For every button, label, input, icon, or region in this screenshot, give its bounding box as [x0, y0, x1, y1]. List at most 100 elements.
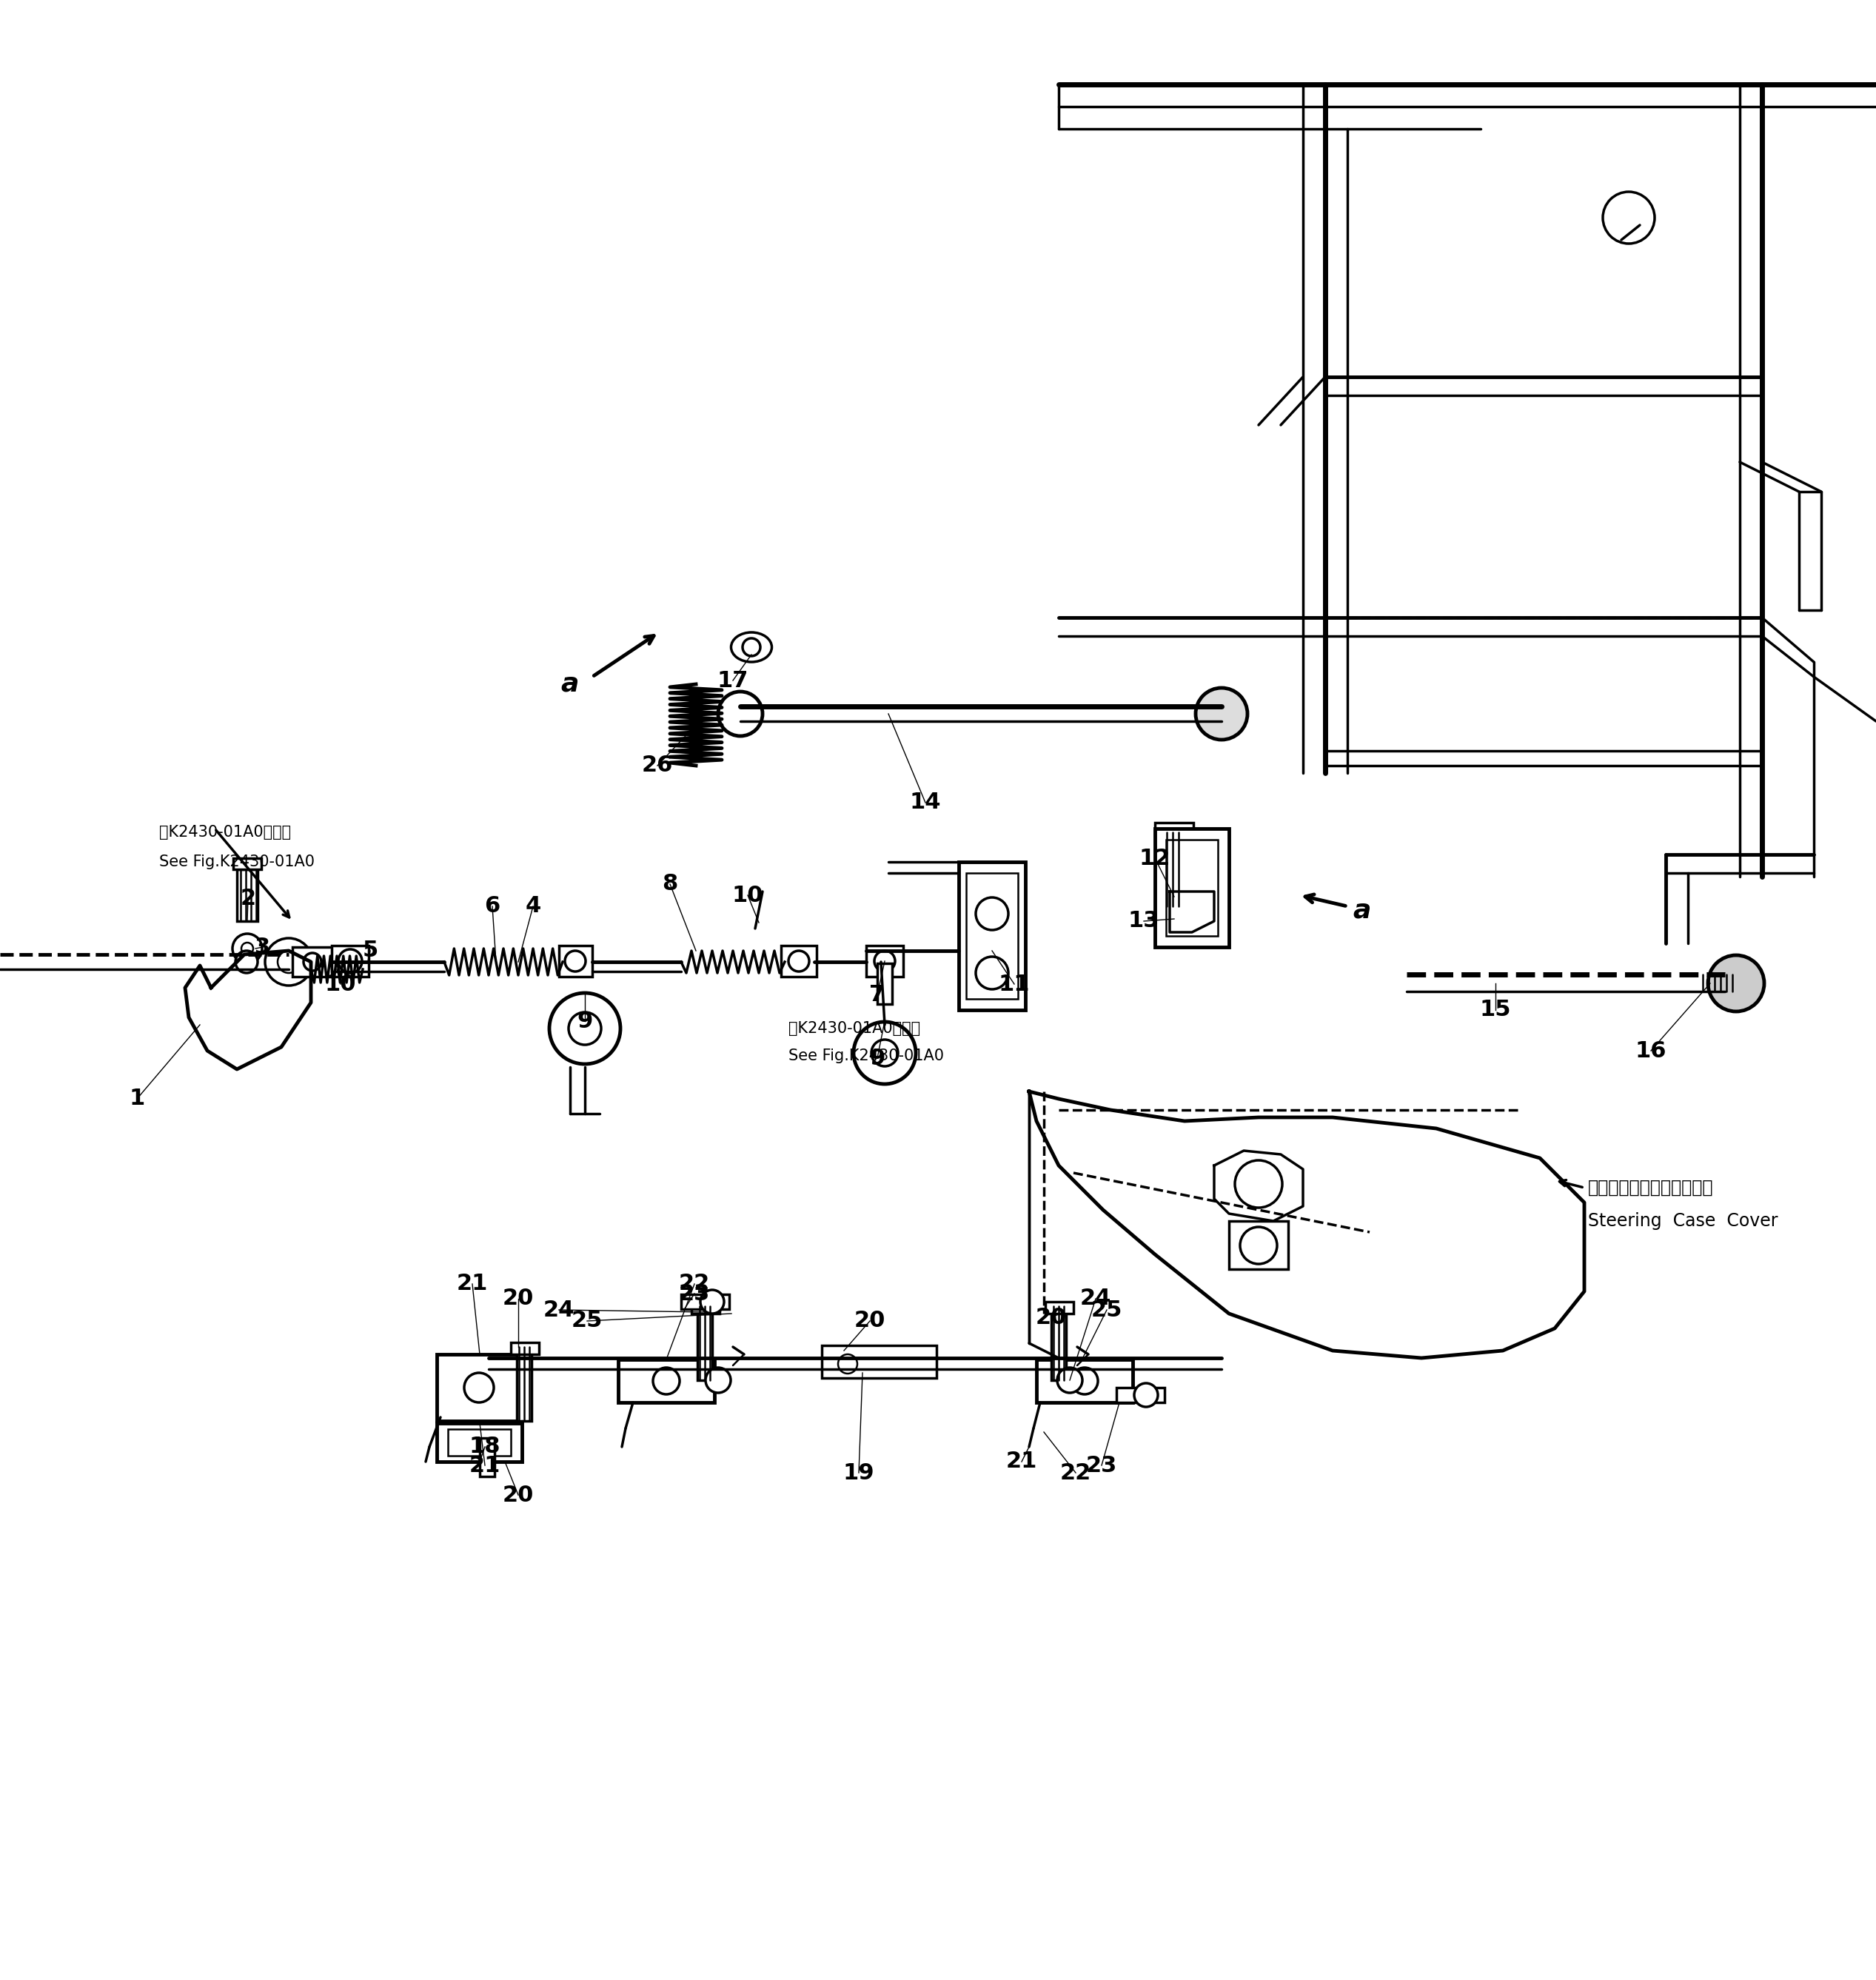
Circle shape	[1240, 1228, 1278, 1263]
Circle shape	[870, 1040, 899, 1067]
Bar	[780, 946, 816, 976]
Bar	[332, 946, 370, 976]
Bar	[1051, 1307, 1066, 1380]
Bar	[692, 1301, 720, 1313]
Text: 第K2430-01A0図参照: 第K2430-01A0図参照	[788, 1022, 921, 1036]
Circle shape	[1602, 192, 1655, 244]
Bar	[437, 1424, 522, 1461]
Bar	[1156, 822, 1193, 836]
Text: 26: 26	[642, 754, 673, 776]
Ellipse shape	[732, 632, 771, 661]
Bar	[448, 1430, 510, 1455]
Circle shape	[719, 691, 762, 737]
Bar	[516, 1346, 531, 1422]
Bar	[1116, 1388, 1165, 1402]
Circle shape	[788, 950, 809, 972]
Text: 25: 25	[572, 1311, 602, 1333]
Text: 20: 20	[854, 1311, 885, 1333]
Bar	[1163, 832, 1186, 907]
Text: 17: 17	[717, 669, 749, 691]
Text: 21: 21	[456, 1273, 488, 1295]
Text: 20: 20	[503, 1289, 535, 1309]
Text: 24: 24	[1081, 1289, 1111, 1309]
Circle shape	[304, 952, 321, 970]
Text: 19: 19	[842, 1461, 874, 1483]
Circle shape	[565, 950, 585, 972]
Text: ステアリングケースカバー: ステアリングケースカバー	[1587, 1178, 1713, 1196]
Bar	[559, 946, 593, 976]
Circle shape	[839, 1354, 857, 1374]
Bar	[681, 1295, 730, 1309]
Text: 12: 12	[1139, 847, 1171, 869]
Text: 16: 16	[1636, 1040, 1666, 1061]
Bar	[966, 873, 1019, 998]
Circle shape	[233, 935, 263, 964]
Circle shape	[1161, 905, 1188, 933]
Bar	[878, 964, 893, 1004]
Circle shape	[976, 956, 1007, 990]
Circle shape	[278, 950, 300, 972]
Text: a: a	[1353, 897, 1371, 923]
Text: 23: 23	[679, 1283, 711, 1305]
Text: 11: 11	[998, 974, 1030, 994]
Bar	[867, 946, 902, 976]
Text: 21: 21	[1006, 1451, 1037, 1473]
Bar	[698, 1307, 713, 1380]
Bar	[1167, 840, 1218, 937]
Text: 24: 24	[544, 1299, 574, 1321]
Bar	[1229, 1222, 1289, 1269]
Text: 25: 25	[1092, 1299, 1122, 1321]
Circle shape	[874, 950, 895, 972]
Text: 1: 1	[129, 1089, 144, 1109]
Bar	[293, 946, 334, 976]
Circle shape	[854, 1022, 915, 1083]
Circle shape	[1234, 1160, 1283, 1208]
Bar	[822, 1346, 936, 1378]
Circle shape	[568, 1012, 600, 1045]
Circle shape	[705, 1368, 732, 1392]
Circle shape	[653, 1368, 679, 1394]
Circle shape	[1195, 687, 1248, 741]
Bar	[510, 1342, 538, 1354]
Text: 6: 6	[484, 895, 501, 917]
Text: 9: 9	[578, 1010, 593, 1032]
Circle shape	[338, 948, 362, 972]
Circle shape	[463, 1372, 493, 1402]
Circle shape	[743, 638, 760, 655]
Text: 15: 15	[1480, 1000, 1512, 1022]
Circle shape	[700, 1289, 724, 1313]
Text: 21: 21	[469, 1455, 501, 1477]
Circle shape	[1058, 1368, 1082, 1392]
Circle shape	[550, 992, 621, 1063]
Text: 22: 22	[679, 1273, 711, 1295]
Text: 22: 22	[1060, 1461, 1092, 1483]
Text: 第K2430-01A0図参照: 第K2430-01A0図参照	[159, 826, 291, 840]
Bar	[233, 857, 261, 869]
Text: a: a	[561, 671, 580, 697]
Text: See Fig.K2430-01A0: See Fig.K2430-01A0	[159, 855, 315, 869]
Text: 18: 18	[469, 1435, 501, 1457]
Circle shape	[234, 950, 257, 972]
Text: 20: 20	[1036, 1307, 1067, 1329]
Text: 7: 7	[869, 984, 885, 1006]
Bar	[437, 1354, 522, 1422]
Text: 10: 10	[325, 974, 356, 994]
Text: See Fig.K2430-01A0: See Fig.K2430-01A0	[788, 1049, 944, 1063]
Text: 23: 23	[1086, 1455, 1118, 1477]
Text: 9: 9	[869, 1047, 885, 1069]
Text: 4: 4	[525, 895, 540, 917]
Bar	[1045, 1301, 1073, 1313]
Text: 5: 5	[362, 940, 379, 962]
Text: 8: 8	[662, 873, 677, 895]
Circle shape	[1169, 913, 1180, 925]
Circle shape	[1707, 954, 1763, 1012]
Bar	[480, 1437, 495, 1477]
Circle shape	[1135, 1384, 1157, 1408]
Bar	[619, 1360, 715, 1402]
Circle shape	[1071, 1368, 1097, 1394]
Circle shape	[976, 897, 1007, 931]
Text: 13: 13	[1127, 911, 1159, 933]
Text: 2: 2	[240, 889, 255, 909]
Circle shape	[242, 942, 253, 954]
Text: 10: 10	[732, 885, 764, 907]
